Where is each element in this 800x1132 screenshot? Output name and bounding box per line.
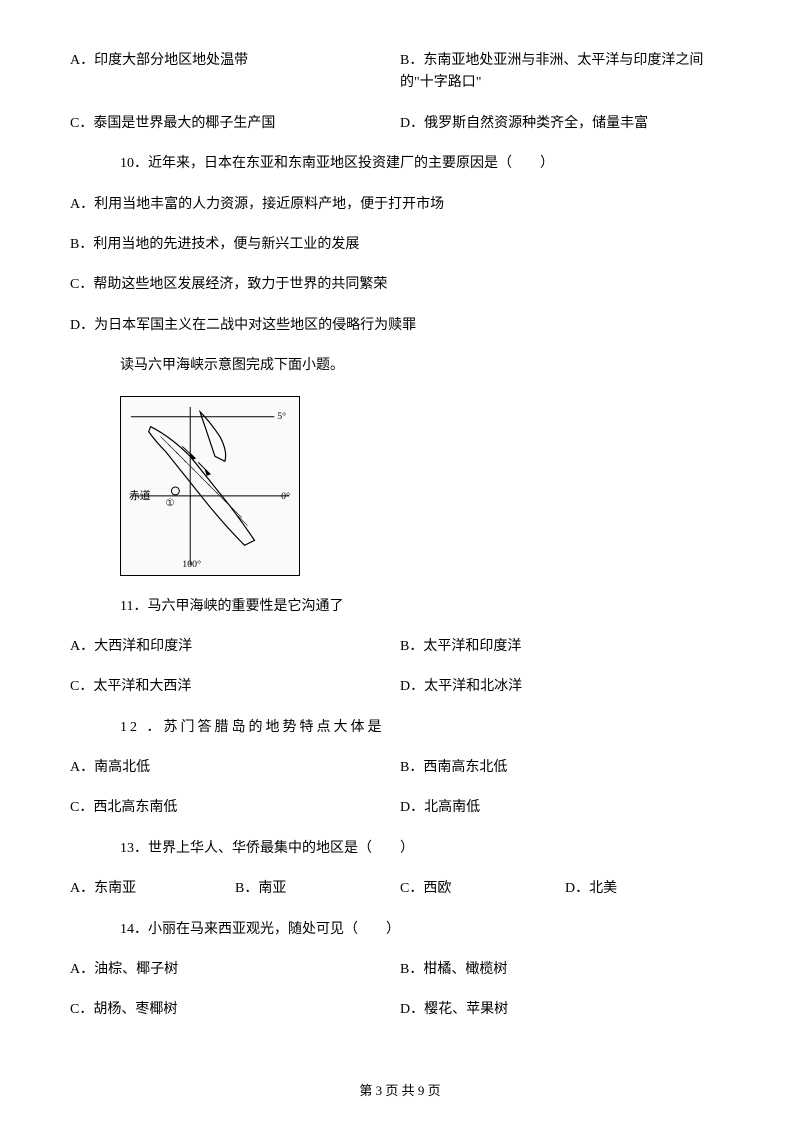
- q11-row1: A．大西洋和印度洋 B．太平洋和印度洋: [70, 636, 730, 658]
- malacca-strait-map: 5° 0° 100° 赤道 ①: [120, 396, 300, 576]
- q10-option-d: D．为日本军国主义在二战中对这些地区的侵略行为赎罪: [70, 315, 730, 337]
- map-label-circle: ①: [166, 497, 175, 508]
- q11-option-b: B．太平洋和印度洋: [400, 636, 730, 658]
- q14-option-c: C．胡杨、枣椰树: [70, 999, 400, 1021]
- q14-row2: C．胡杨、枣椰树 D．樱花、苹果树: [70, 999, 730, 1021]
- q10-option-c: C．帮助这些地区发展经济，致力于世界的共同繁荣: [70, 274, 730, 296]
- q13-option-c: C．西欧: [400, 878, 565, 900]
- q9-option-d: D．俄罗斯自然资源种类齐全，储量丰富: [400, 113, 730, 135]
- q12-question: 12 ．苏门答腊岛的地势特点大体是: [70, 717, 730, 739]
- q9-option-c: C．泰国是世界最大的椰子生产国: [70, 113, 400, 135]
- q12-option-a: A．南高北低: [70, 757, 400, 779]
- map-label-equator: 赤道: [129, 487, 151, 501]
- map-instruction: 读马六甲海峡示意图完成下面小题。: [70, 355, 730, 377]
- q9-row2: C．泰国是世界最大的椰子生产国 D．俄罗斯自然资源种类齐全，储量丰富: [70, 113, 730, 135]
- q11-option-d: D．太平洋和北冰洋: [400, 676, 730, 698]
- map-label-0deg: 0°: [281, 490, 290, 501]
- q13-question: 13．世界上华人、华侨最集中的地区是（ ）: [70, 838, 730, 860]
- map-label-5deg: 5°: [277, 410, 286, 421]
- q13-option-d: D．北美: [565, 878, 730, 900]
- q11-question: 11．马六甲海峡的重要性是它沟通了: [70, 596, 730, 618]
- q14-option-a: A．油棕、椰子树: [70, 959, 400, 981]
- q13-options: A．东南亚 B．南亚 C．西欧 D．北美: [70, 878, 730, 900]
- q10-option-b: B．利用当地的先进技术，便与新兴工业的发展: [70, 234, 730, 256]
- q13-option-a: A．东南亚: [70, 878, 235, 900]
- q14-row1: A．油棕、椰子树 B．柑橘、橄榄树: [70, 959, 730, 981]
- q12-row2: C．西北高东南低 D．北高南低: [70, 797, 730, 819]
- q11-option-c: C．太平洋和大西洋: [70, 676, 400, 698]
- q12-option-c: C．西北高东南低: [70, 797, 400, 819]
- map-label-100deg: 100°: [182, 559, 201, 570]
- q9-option-a: A．印度大部分地区地处温带: [70, 50, 400, 95]
- q13-option-b: B．南亚: [235, 878, 400, 900]
- q14-question: 14．小丽在马来西亚观光，随处可见（ ）: [70, 919, 730, 941]
- q10-question: 10．近年来，日本在东亚和东南亚地区投资建厂的主要原因是（ ）: [70, 153, 730, 175]
- q12-option-b: B．西南高东北低: [400, 757, 730, 779]
- q14-option-d: D．樱花、苹果树: [400, 999, 730, 1021]
- q11-option-a: A．大西洋和印度洋: [70, 636, 400, 658]
- q11-row2: C．太平洋和大西洋 D．太平洋和北冰洋: [70, 676, 730, 698]
- q14-option-b: B．柑橘、橄榄树: [400, 959, 730, 981]
- map-svg: 5° 0° 100° 赤道 ①: [121, 397, 299, 575]
- q9-row1: A．印度大部分地区地处温带 B．东南亚地处亚洲与非洲、太平洋与印度洋之间的"十字…: [70, 50, 730, 95]
- q12-option-d: D．北高南低: [400, 797, 730, 819]
- q12-row1: A．南高北低 B．西南高东北低: [70, 757, 730, 779]
- q10-option-a: A．利用当地丰富的人力资源，接近原料产地，便于打开市场: [70, 194, 730, 216]
- q9-option-b: B．东南亚地处亚洲与非洲、太平洋与印度洋之间的"十字路口": [400, 50, 730, 95]
- page-footer: 第 3 页 共 9 页: [0, 1081, 800, 1102]
